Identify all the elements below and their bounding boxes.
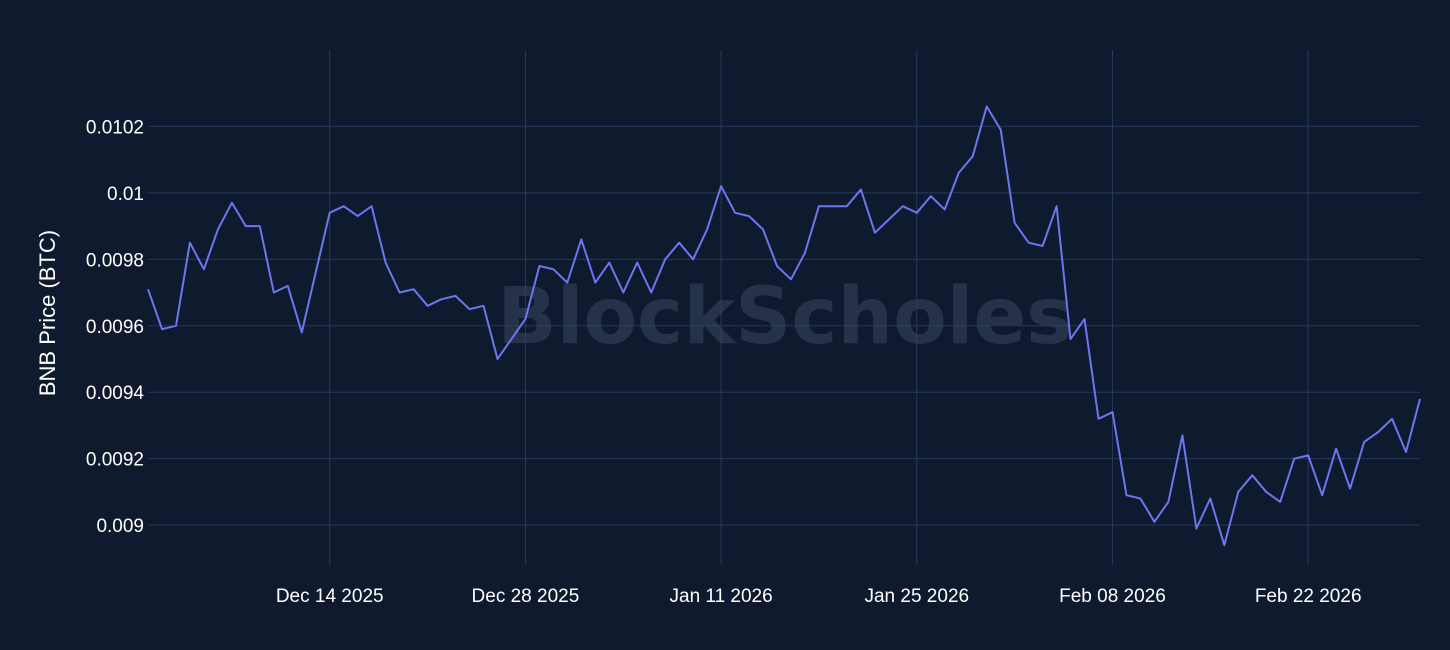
x-tick-label: Feb 22 2026 (1255, 586, 1362, 607)
y-tick-label: 0.0102 (86, 117, 144, 138)
x-tick-label: Jan 25 2026 (864, 586, 969, 607)
y-tick-label: 0.01 (107, 184, 144, 205)
x-tick-label: Dec 14 2025 (276, 586, 384, 607)
y-tick-label: 0.0094 (86, 383, 145, 404)
x-tick-label: Feb 08 2026 (1059, 586, 1166, 607)
y-tick-label: 0.0098 (86, 250, 144, 271)
y-gridlines (148, 125, 1420, 526)
x-gridlines (329, 50, 1309, 565)
y-tick-label: 0.0096 (86, 317, 144, 338)
y-axis-label: BNB Price (BTC) (35, 230, 60, 396)
watermark: BlockScholes (497, 272, 1072, 362)
price-series-line (147, 105, 1421, 547)
y-tick-label: 0.009 (96, 516, 144, 537)
x-tick-label: Dec 28 2025 (472, 586, 580, 607)
x-axis-ticks: Dec 14 2025 Dec 28 2025 Jan 11 2026 Jan 25 … (276, 586, 1362, 607)
x-tick-label: Jan 11 2026 (670, 586, 773, 607)
y-tick-label: 0.0092 (86, 450, 144, 471)
y-axis-ticks: 0.009 0.0092 0.0094 0.0096 0.0098 0.01 0.0102 (86, 117, 145, 537)
